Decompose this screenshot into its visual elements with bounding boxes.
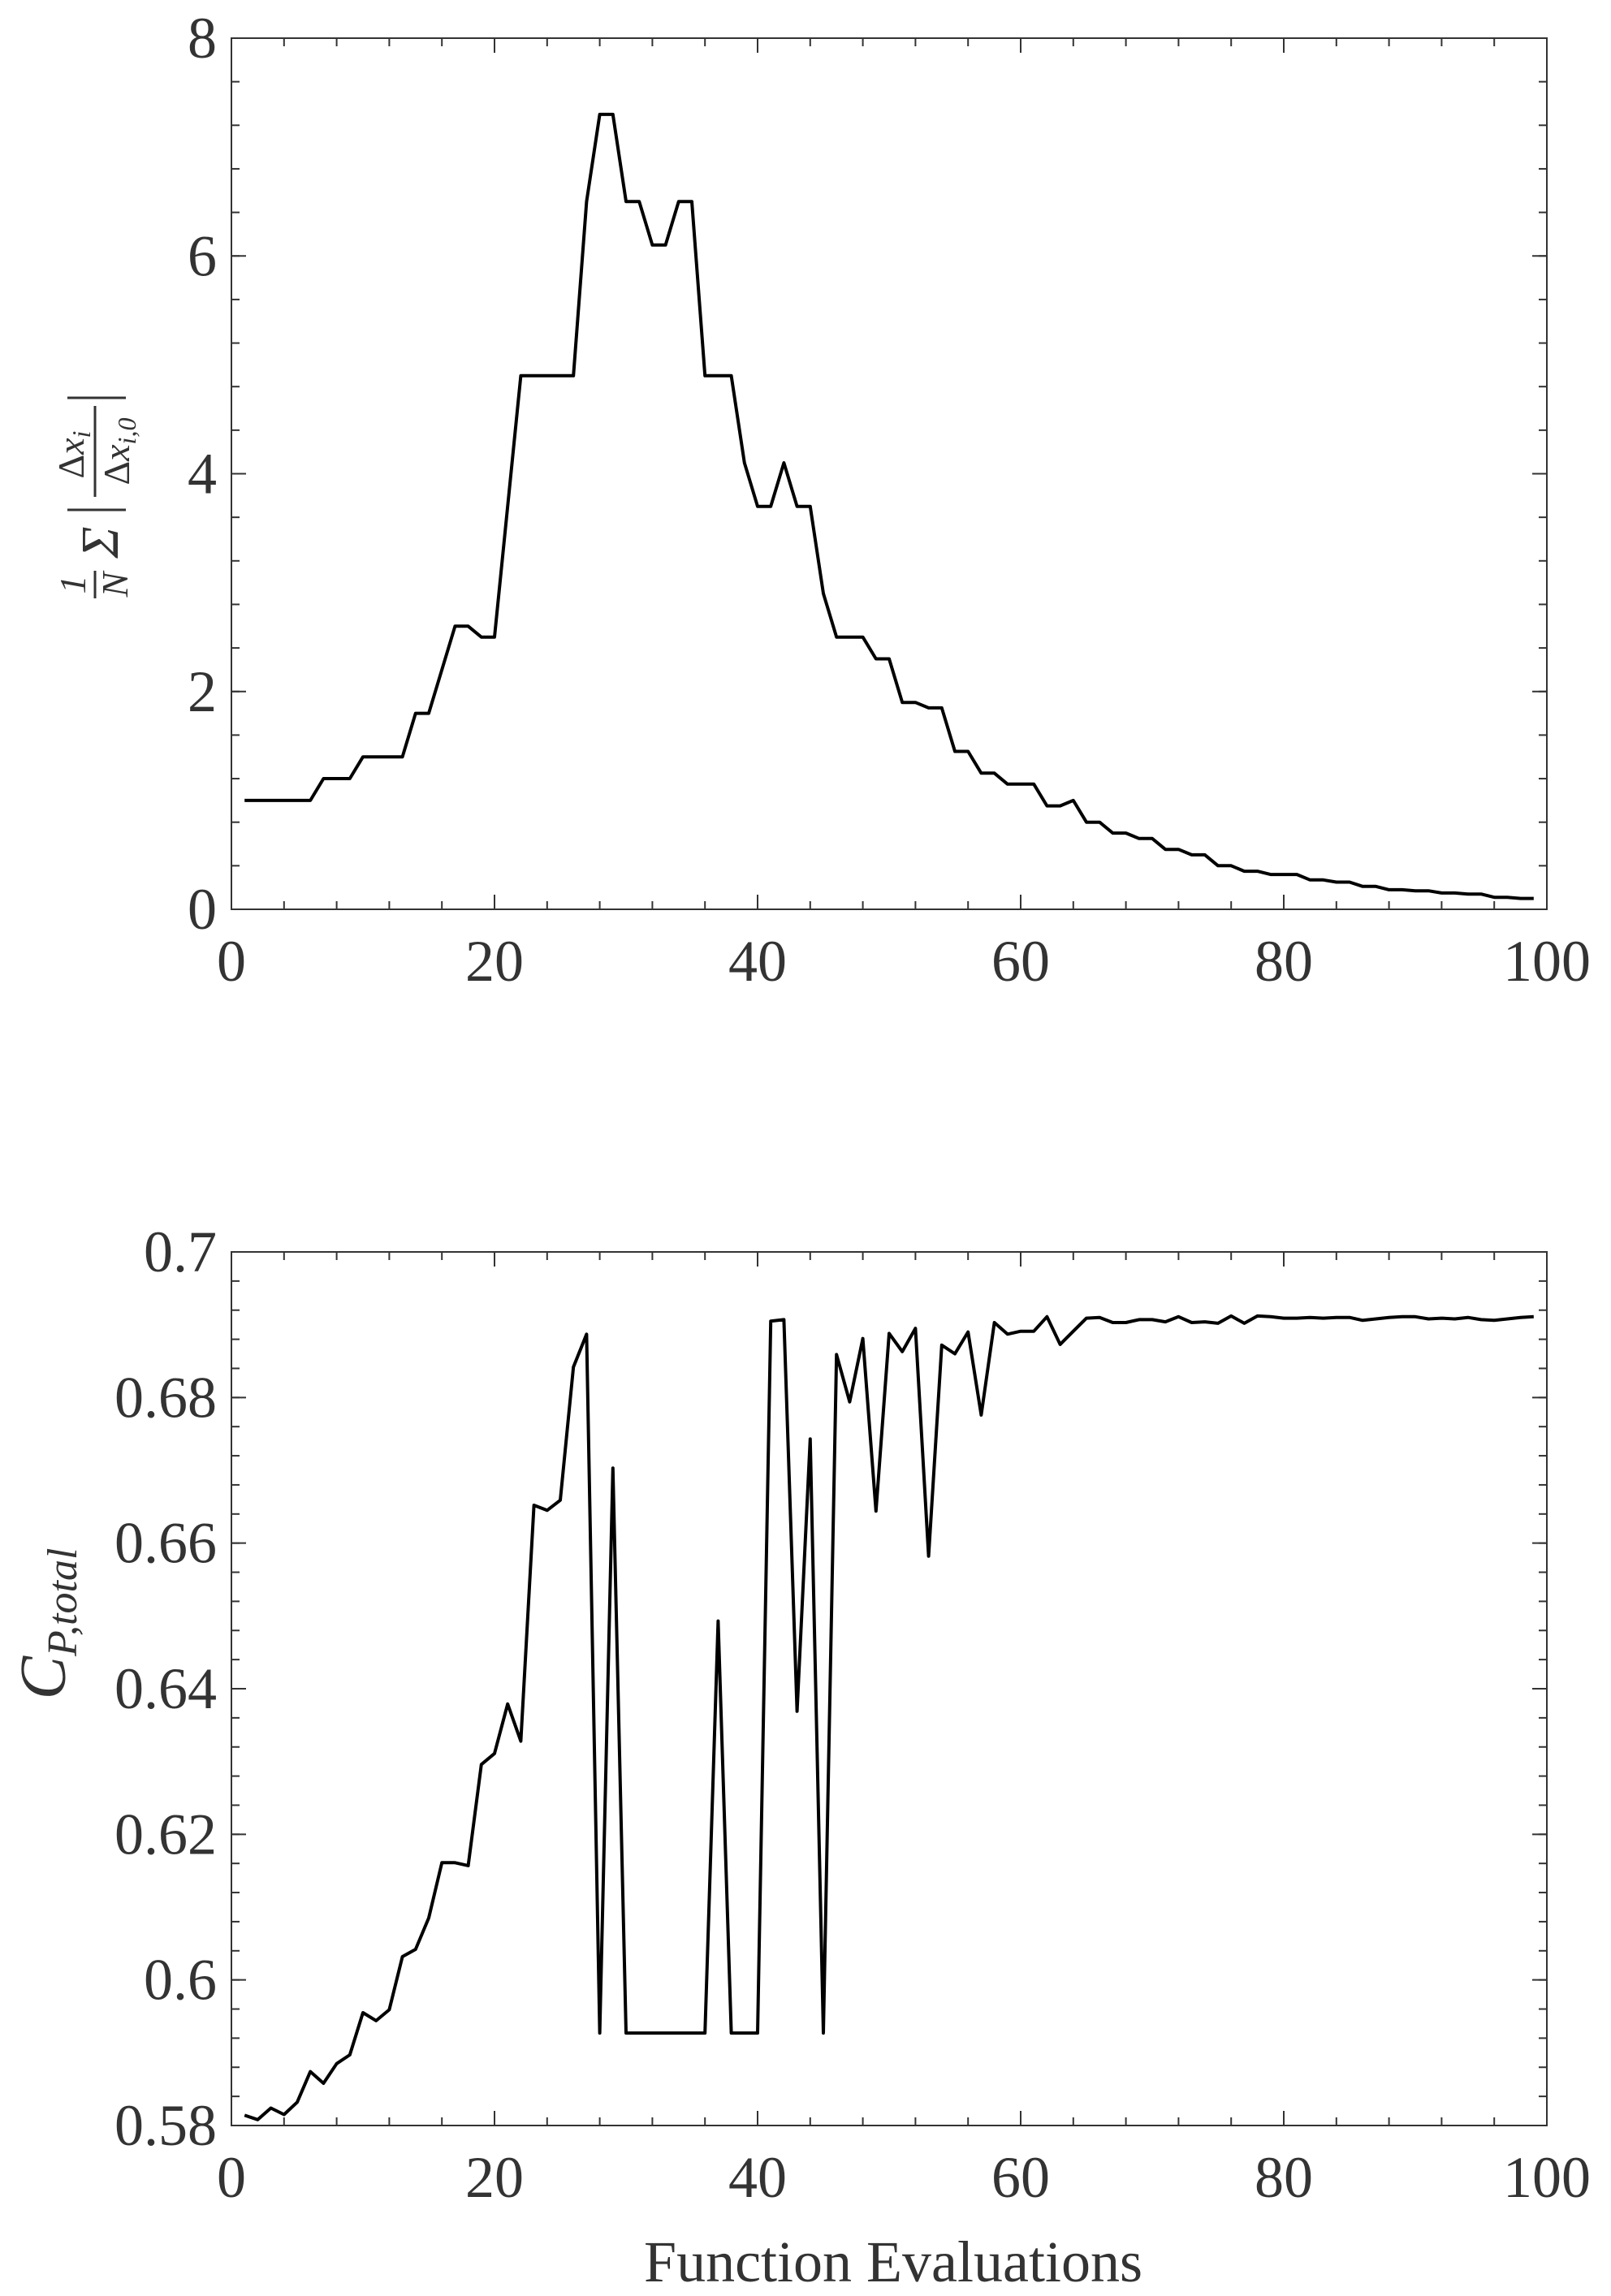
top-tick-labels: 0 20 40 60 80 100 0 2 4 6 8: [188, 6, 1591, 994]
bottom-y-tick-label: 0.64: [114, 1656, 217, 1721]
bottom-series-line: [244, 1314, 1534, 2121]
top-x-tick-label: 100: [1503, 929, 1591, 994]
ylabel-frac-1: 1: [52, 576, 93, 594]
bottom-tick-labels: 0 20 40 60 80 100 0.58 0.6 0.62 0.64 0.66 0.68 0.7: [114, 1219, 1591, 2210]
ylabel-sigma: Σ: [71, 526, 130, 559]
top-ticks: [231, 37, 1548, 910]
top-x-tick-label: 0: [217, 929, 246, 994]
bottom-y-tick-label: 0.66: [114, 1511, 217, 1576]
bottom-x-tick-label: 100: [1503, 2145, 1591, 2210]
bottom-ticks: [231, 1251, 1548, 2126]
top-series-line: [244, 112, 1534, 900]
bottom-x-tick-label: 40: [728, 2145, 787, 2210]
x-axis-label: Function Evaluations: [644, 2229, 1142, 2294]
ylabel-cp: CP,total: [8, 1548, 86, 1700]
bottom-y-tick-label: 0.68: [114, 1365, 217, 1430]
top-x-tick-label: 40: [728, 929, 787, 994]
ylabel-frac-den: Δxi,0: [96, 418, 141, 486]
bottom-chart: 0 20 40 60 80 100 0.58 0.6 0.62 0.64 0.66 0.68 0.7 C…: [8, 1219, 1591, 2294]
bottom-x-tick-label: 0: [217, 2145, 246, 2210]
bottom-y-tick-label: 0.6: [144, 1948, 217, 2013]
bottom-x-tick-label: 80: [1255, 2145, 1313, 2210]
top-y-tick-label: 2: [188, 659, 217, 724]
bottom-y-tick-label: 0.58: [114, 2093, 217, 2158]
bottom-plot-frame: [231, 1251, 1548, 2126]
top-y-tick-label: 6: [188, 223, 217, 288]
ylabel-frac-num: Δxi: [50, 431, 96, 479]
bottom-x-tick-label: 60: [991, 2145, 1050, 2210]
top-y-tick-label: 8: [188, 6, 217, 71]
ylabel-frac-N: N: [94, 570, 136, 598]
bottom-y-tick-label: 0.7: [144, 1219, 217, 1284]
top-plot-frame: [231, 37, 1548, 910]
top-y-tick-label: 4: [188, 442, 217, 507]
top-x-tick-label: 20: [465, 929, 524, 994]
top-chart: 0 20 40 60 80 100 0 2 4 6 8 1 N Σ Δxi Δxi,0: [50, 6, 1591, 994]
top-y-axis-label: 1 N Σ Δxi Δxi,0: [50, 396, 141, 598]
top-y-tick-label: 0: [188, 877, 217, 942]
bottom-y-tick-label: 0.62: [114, 1802, 217, 1867]
top-x-tick-label: 80: [1255, 929, 1313, 994]
bottom-y-axis-label: CP,total: [8, 1548, 86, 1700]
bottom-x-tick-label: 20: [465, 2145, 524, 2210]
top-x-tick-label: 60: [991, 929, 1050, 994]
